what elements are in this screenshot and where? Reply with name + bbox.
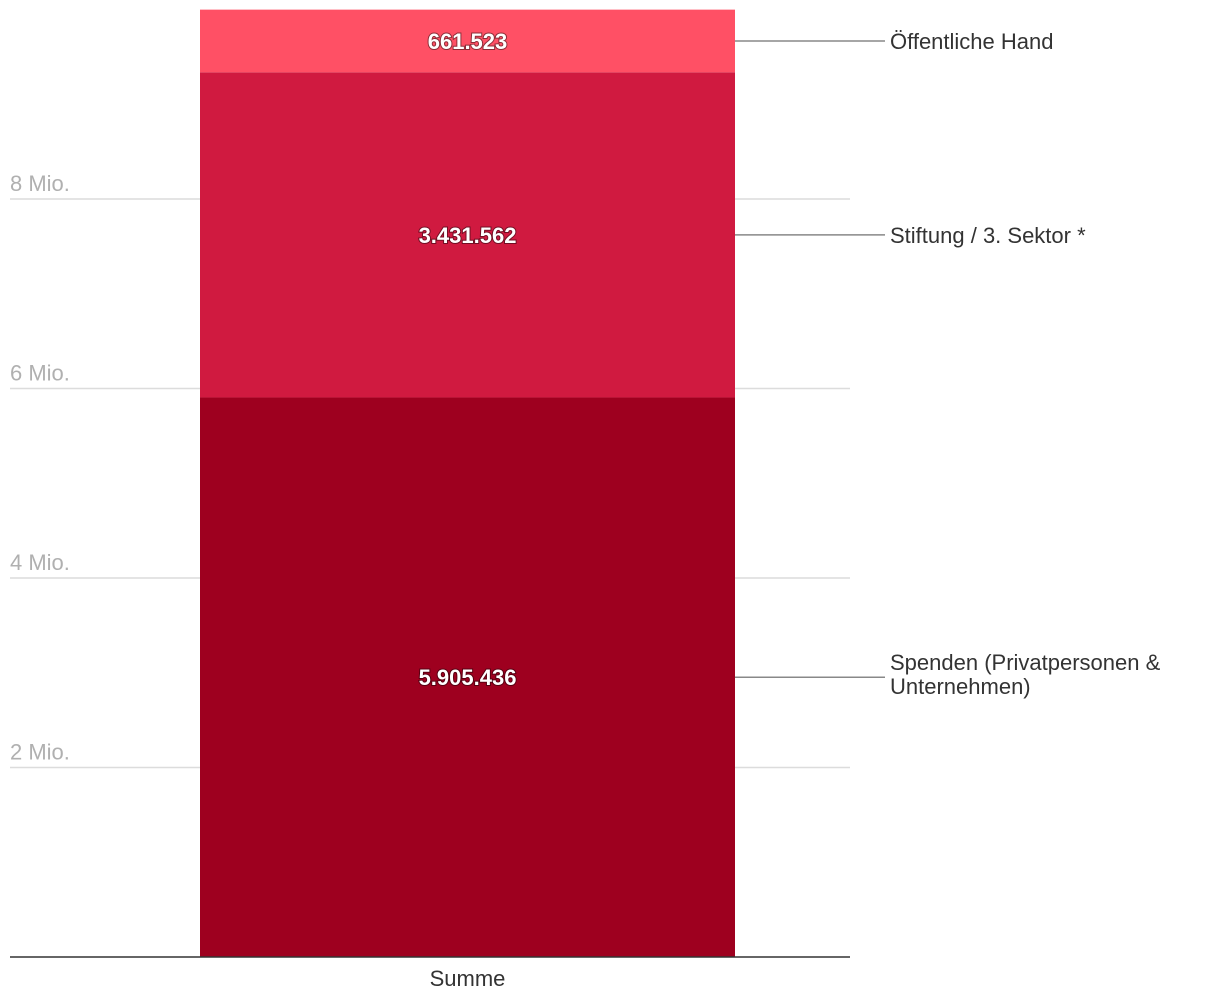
bar-segments xyxy=(200,9,735,957)
data-label: 5.905.436 xyxy=(419,665,517,690)
series-label: Öffentliche Hand xyxy=(890,29,1053,54)
series-label: Spenden (Privatpersonen & Unternehmen) xyxy=(890,650,1161,699)
y-tick-label: 4 Mio. xyxy=(10,550,70,575)
y-tick-label: 2 Mio. xyxy=(10,740,70,765)
series-label-line: Öffentliche Hand xyxy=(890,29,1053,54)
series-labels: Spenden (Privatpersonen & Unternehmen) Sti… xyxy=(735,29,1161,699)
series-label-line: Stiftung / 3. Sektor * xyxy=(890,223,1086,248)
y-tick-label: 6 Mio. xyxy=(10,361,70,386)
y-tick-label: 8 Mio. xyxy=(10,171,70,196)
bar-segment xyxy=(200,9,735,73)
series-label-line: Unternehmen) xyxy=(890,674,1031,699)
x-category-label: Summe xyxy=(430,966,506,991)
series-label-line: Spenden (Privatpersonen & xyxy=(890,650,1161,675)
data-label: 3.431.562 xyxy=(419,223,517,248)
series-label: Stiftung / 3. Sektor * xyxy=(890,223,1086,248)
bar-segment xyxy=(200,72,735,398)
x-axis-category-labels: Summe xyxy=(430,966,506,991)
value-labels: 5.905.436 3.431.562 661.523 xyxy=(418,28,518,691)
bar-segment xyxy=(200,397,735,957)
data-label: 661.523 xyxy=(428,29,508,54)
y-axis-tick-labels: 2 Mio. 4 Mio. 6 Mio. 8 Mio. xyxy=(10,171,70,765)
